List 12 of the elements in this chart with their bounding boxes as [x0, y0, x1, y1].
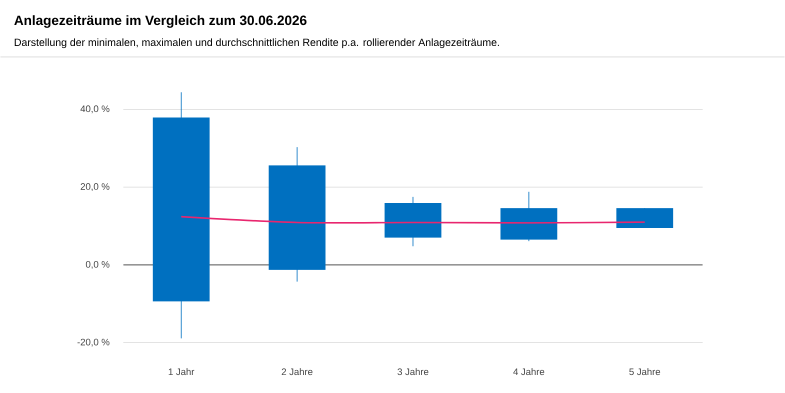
- x-tick-label: 2 Jahre: [282, 368, 312, 376]
- y-tick-label: 0,0 %: [86, 261, 110, 270]
- y-tick-label: 40,0 %: [80, 106, 110, 114]
- y-tick-label: -20,0 %: [77, 338, 110, 347]
- line-series: [180, 216, 646, 224]
- x-tick-label: 3 Jahre: [398, 368, 428, 376]
- chart-subtitle: Darstellung der minimalen, maximalen und durchschnittlichen Rendite p.a. rollierender Anlagezeiträume.: [14, 38, 499, 48]
- x-tick-label: 5 Jahre: [629, 368, 660, 376]
- x-tick-label: 4 Jahre: [513, 368, 544, 376]
- y-tick-label: 20,0 %: [80, 183, 110, 192]
- chart-title: Anlagezeiträume im Vergleich zum 30.06.2026: [14, 15, 306, 28]
- x-tick-label: 1 Jahr: [168, 368, 194, 376]
